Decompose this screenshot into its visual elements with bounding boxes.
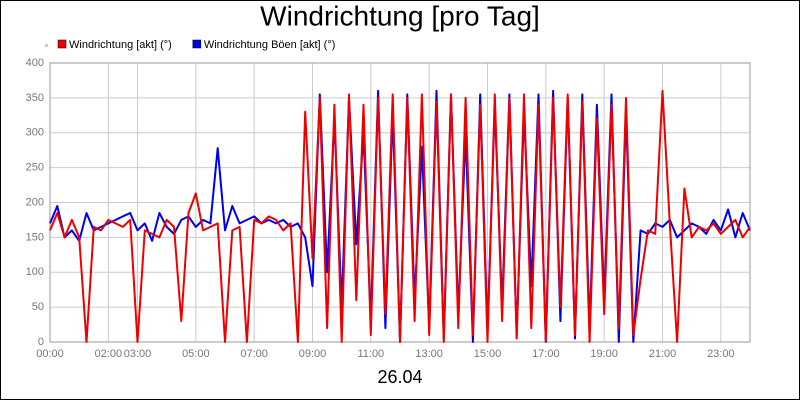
y-tick-label: 400: [26, 57, 44, 69]
y-tick-label: 0: [38, 336, 44, 348]
y-tick-label: 250: [26, 162, 44, 174]
x-tick-label: 13:00: [415, 348, 443, 360]
x-tick-label: 21:00: [649, 348, 677, 360]
y-tick-label: 200: [26, 196, 44, 208]
x-tick-label: 15:00: [474, 348, 502, 360]
y-tick-label: 100: [26, 266, 44, 278]
x-tick-label: 02:00: [95, 348, 123, 360]
data-line: [49, 89, 751, 343]
y-tick-label: 150: [26, 231, 44, 243]
legend-swatch: [192, 39, 202, 49]
legend-swatch: [57, 39, 67, 49]
legend-label: Windrichtung [akt] (°): [69, 39, 172, 51]
x-tick-label: 05:00: [182, 348, 210, 360]
x-tick-label: 11:00: [357, 348, 384, 360]
x-tick-label: 07:00: [240, 348, 268, 360]
x-tick-label: 23:00: [707, 348, 735, 360]
legend-label: Windrichtung Böen [akt] (°): [204, 39, 336, 51]
y-tick-label: 350: [26, 92, 44, 104]
x-tick-label: 19:00: [590, 348, 618, 360]
x-axis-label: 26.04: [377, 367, 422, 387]
y-tick-label: 300: [26, 127, 44, 139]
y-tick-label: 50: [32, 301, 44, 313]
x-tick-label: 03:00: [124, 348, 152, 360]
x-tick-label: 09:00: [299, 348, 327, 360]
x-tick-label: 17:00: [532, 348, 560, 360]
legend-dot: [45, 44, 48, 47]
chart-title: Windrichtung [pro Tag]: [260, 0, 540, 31]
x-tick-label: 00:00: [36, 348, 64, 360]
